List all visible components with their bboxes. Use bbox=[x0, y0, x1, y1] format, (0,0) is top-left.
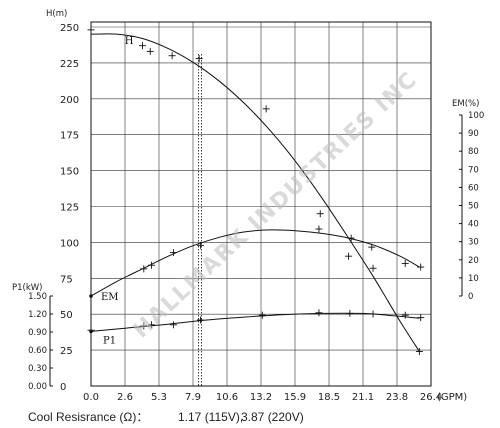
head-tick-label: 200 bbox=[60, 95, 79, 106]
power-tick-label: 1.50 bbox=[28, 292, 47, 302]
efficiency-tick-label: 0 bbox=[468, 292, 473, 302]
x-tick-label: 10.6 bbox=[216, 392, 238, 403]
labels: 0.0 2.6 5.3 7.9 10.6 13.2 15.9 18.5 21.1 23.8 26.4… bbox=[12, 9, 484, 403]
x-tick-label: 0.0 bbox=[83, 392, 99, 403]
marker-h bbox=[195, 55, 203, 63]
head-tick-label: 225 bbox=[60, 59, 79, 70]
head-tick-label: 175 bbox=[60, 131, 79, 142]
head-tick-label: 250 bbox=[60, 23, 79, 34]
head-tick-label: 25 bbox=[60, 346, 73, 357]
marker-h bbox=[262, 105, 270, 113]
axes bbox=[49, 21, 463, 387]
cool-resistance-220v: 3.87 (220V) bbox=[241, 410, 304, 424]
efficiency-tick-label: 100 bbox=[468, 111, 484, 121]
power-tick-label: 0.90 bbox=[28, 328, 47, 338]
cool-resistance-115v: 1.17 (115V), bbox=[178, 410, 243, 424]
cool-resistance-label: Cool Resisrance (Ω)： bbox=[28, 410, 148, 424]
marker-p1 bbox=[169, 321, 177, 329]
efficiency-tick-label: 30 bbox=[468, 238, 479, 248]
efficiency-tick-label: 60 bbox=[468, 183, 479, 193]
head-tick-label: 125 bbox=[60, 203, 79, 214]
head-axis-title: H(m) bbox=[46, 9, 67, 19]
marker-em bbox=[148, 261, 156, 269]
efficiency-tick-label: 50 bbox=[468, 202, 479, 212]
head-tick-label: 75 bbox=[60, 274, 73, 285]
marker-h bbox=[146, 47, 154, 55]
marker-em bbox=[368, 243, 376, 251]
efficiency-tick-label: 80 bbox=[468, 147, 479, 157]
series-label-h: H bbox=[125, 36, 134, 47]
x-tick-label: 18.5 bbox=[318, 392, 340, 403]
efficiency-tick-label: 70 bbox=[468, 165, 479, 175]
efficiency-tick-label: 10 bbox=[468, 274, 479, 284]
power-tick-label: 1.20 bbox=[28, 310, 47, 320]
power-tick-label: 0.00 bbox=[28, 382, 47, 392]
x-tick-label: 2.6 bbox=[117, 392, 133, 403]
curve-h bbox=[90, 33, 420, 352]
marker-h bbox=[316, 210, 324, 218]
x-tick-label: 15.9 bbox=[284, 392, 306, 403]
plot-frame bbox=[90, 21, 432, 387]
marker-h bbox=[415, 348, 423, 356]
marker-em bbox=[345, 252, 353, 260]
x-axis-title: (GPM) bbox=[437, 392, 467, 403]
data-markers bbox=[87, 26, 425, 356]
efficiency-axis-title: EM(%) bbox=[452, 99, 479, 109]
head-tick-label: 0 bbox=[60, 382, 66, 393]
marker-em bbox=[196, 241, 204, 249]
marker-p1 bbox=[369, 310, 377, 318]
marker-h bbox=[369, 264, 377, 272]
marker-em bbox=[140, 265, 148, 273]
x-tick-label: 23.8 bbox=[386, 392, 408, 403]
efficiency-tick-label: 20 bbox=[468, 256, 479, 266]
head-tick-label: 100 bbox=[60, 238, 79, 249]
head-tick-label: 150 bbox=[60, 167, 79, 178]
marker-p1 bbox=[315, 309, 323, 317]
x-tick-label: 13.2 bbox=[250, 392, 272, 403]
marker-p1 bbox=[417, 314, 425, 322]
watermark-text: HALLMARK INDUSTRIES INC bbox=[129, 67, 423, 343]
marker-em bbox=[401, 259, 409, 267]
marker-h bbox=[139, 42, 147, 50]
marker-em bbox=[417, 263, 425, 271]
marker-p1 bbox=[196, 316, 204, 324]
power-axis-title: P1(kW) bbox=[12, 283, 43, 293]
head-tick-label: 50 bbox=[60, 310, 73, 321]
curves bbox=[89, 33, 420, 352]
series-label-p1: P1 bbox=[103, 335, 116, 346]
marker-h bbox=[347, 234, 355, 242]
power-tick-label: 0.30 bbox=[28, 364, 47, 374]
series-label-em: EM bbox=[101, 292, 119, 303]
marker-p1 bbox=[258, 311, 266, 319]
marker-em bbox=[169, 249, 177, 257]
efficiency-tick-label: 90 bbox=[468, 129, 479, 139]
power-tick-label: 0.60 bbox=[28, 346, 47, 356]
marker-p1 bbox=[140, 322, 148, 330]
marker-h bbox=[168, 52, 176, 60]
marker-p1 bbox=[148, 321, 156, 329]
marker-em bbox=[315, 225, 323, 233]
x-tick-label: 26.4 bbox=[420, 392, 442, 403]
x-tick-label: 21.1 bbox=[352, 392, 374, 403]
x-tick-label: 5.3 bbox=[151, 392, 167, 403]
efficiency-tick-label: 40 bbox=[468, 220, 479, 230]
marker-p1 bbox=[346, 309, 354, 317]
marker-p1 bbox=[401, 311, 409, 319]
x-tick-label: 7.9 bbox=[185, 392, 201, 403]
